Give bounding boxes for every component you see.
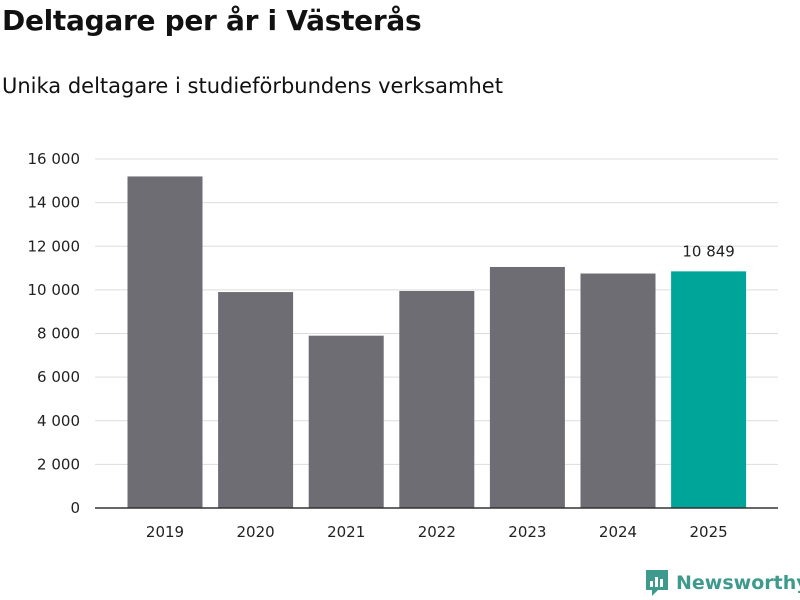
y-tick-label: 10 000	[28, 281, 81, 299]
chart-subtitle: Unika deltagare i studieförbundens verks…	[2, 74, 503, 98]
brand-name: Newsworthy	[676, 572, 800, 594]
x-tick-label: 2020	[237, 523, 275, 541]
bar	[580, 273, 656, 508]
chart-title: Deltagare per år i Västerås	[2, 4, 422, 37]
bar	[127, 176, 203, 508]
data-label: 10 849	[682, 242, 735, 260]
y-tick-label: 2 000	[37, 455, 80, 473]
bars	[127, 176, 747, 508]
labels: 0 2 000 4 000 6 000 8 000 10 000 12 000 14 000 1…	[28, 150, 735, 541]
bar	[308, 335, 384, 508]
x-tick-label: 2022	[418, 523, 456, 541]
x-tick-label: 2024	[599, 523, 637, 541]
bar	[489, 266, 565, 508]
y-tick-label: 0	[70, 499, 80, 517]
y-tick-label: 14 000	[28, 194, 81, 212]
y-tick-label: 6 000	[37, 368, 80, 386]
y-tick-label: 4 000	[37, 412, 80, 430]
x-tick-label: 2023	[508, 523, 546, 541]
bar	[671, 271, 747, 508]
y-tick-label: 16 000	[28, 150, 81, 168]
x-tick-label: 2025	[690, 523, 728, 541]
newsworthy-logo-icon	[646, 570, 668, 596]
bar	[399, 290, 475, 508]
x-tick-label: 2019	[146, 523, 184, 541]
brand: Newsworthy	[644, 568, 800, 598]
bar	[218, 292, 294, 508]
y-tick-label: 8 000	[37, 325, 80, 343]
x-tick-label: 2021	[327, 523, 365, 541]
y-tick-label: 12 000	[28, 237, 81, 255]
